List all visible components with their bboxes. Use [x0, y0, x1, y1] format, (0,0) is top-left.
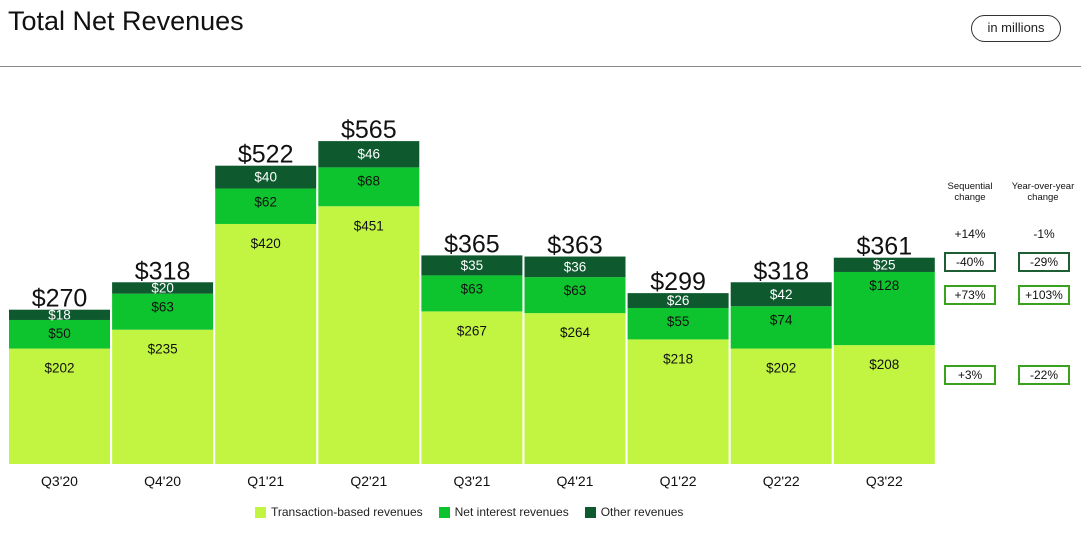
bar-segment-other — [9, 309, 110, 320]
x-tick-label: Q1'22 — [660, 473, 697, 489]
bar-total-label: $522 — [238, 141, 294, 169]
legend-label-net-interest: Net interest revenues — [454, 505, 569, 519]
unit-badge: in millions — [971, 15, 1061, 42]
bar-segment-transaction — [421, 311, 523, 464]
bar-segment-net-interest — [421, 275, 523, 312]
legend-item-other: Other revenues — [584, 505, 684, 519]
x-tick-label: Q3'20 — [41, 473, 78, 489]
bar-segment-transaction — [833, 345, 935, 464]
x-tick-label: Q2'21 — [350, 473, 387, 489]
bar-segment-transaction — [627, 339, 729, 464]
bar-segment-net-interest — [833, 271, 935, 346]
legend-swatch-transaction — [255, 506, 266, 518]
segment-label-net-interest: $50 — [48, 326, 71, 341]
chart-legend: Transaction-based revenues Net interest … — [255, 505, 683, 519]
segment-label-transaction: $202 — [44, 361, 74, 376]
other-yoy-change: -29% — [1018, 252, 1070, 272]
x-tick-label: Q3'21 — [453, 473, 490, 489]
x-tick-label: Q1'21 — [247, 473, 284, 489]
segment-label-net-interest: $55 — [667, 314, 690, 329]
bar-total-label: $318 — [135, 257, 191, 285]
transaction-yoy-change: -22% — [1018, 365, 1070, 385]
bar-segment-net-interest — [9, 319, 110, 349]
segment-label-transaction: $264 — [560, 325, 591, 340]
bar-segment-net-interest — [112, 293, 214, 330]
bar-segment-transaction — [730, 348, 832, 464]
yoy-change-header: Year-over-year change — [1011, 181, 1075, 203]
bar-segment-net-interest — [318, 167, 420, 207]
segment-label-net-interest: $74 — [770, 312, 793, 327]
total-sequential-change: +14% — [954, 227, 986, 241]
segment-label-other: $18 — [48, 307, 71, 322]
legend-label-transaction: Transaction-based revenues — [271, 505, 423, 519]
segment-label-other: $42 — [770, 287, 793, 302]
page-title: Total Net Revenues — [8, 6, 244, 36]
bar-total-label: $361 — [856, 233, 912, 261]
bar-segment-other — [215, 165, 317, 189]
net-interest-yoy-change: +103% — [1018, 285, 1070, 305]
legend-swatch-net-interest — [438, 506, 450, 518]
segment-label-other: $35 — [461, 258, 484, 273]
other-sequential-change: -40% — [944, 252, 996, 272]
segment-label-other: $20 — [151, 280, 174, 295]
bar-total-label: $565 — [341, 116, 397, 144]
x-tick-label: Q2'22 — [763, 473, 800, 489]
net-interest-sequential-change: +73% — [944, 285, 996, 305]
segment-label-net-interest: $68 — [358, 173, 381, 188]
transaction-sequential-change: +3% — [944, 365, 996, 385]
segment-label-transaction: $202 — [766, 361, 796, 376]
segment-label-transaction: $235 — [148, 342, 178, 357]
bar-total-label: $318 — [753, 257, 809, 285]
legend-swatch-other — [584, 506, 596, 518]
bar-total-label: $363 — [547, 232, 603, 260]
bar-segment-other — [112, 282, 214, 294]
segment-label-other: $25 — [873, 257, 896, 272]
title-divider — [0, 66, 1081, 67]
bar-segment-net-interest — [627, 307, 729, 340]
bar-segment-other — [833, 257, 935, 272]
segment-label-other: $36 — [564, 259, 587, 274]
segment-label-transaction: $267 — [457, 323, 487, 338]
bar-total-label: $270 — [32, 285, 88, 313]
bar-segment-transaction — [215, 223, 317, 464]
bar-total-label: $299 — [650, 268, 706, 296]
x-tick-label: Q3'22 — [866, 473, 903, 489]
segment-label-net-interest: $63 — [461, 281, 484, 296]
segment-label-net-interest: $63 — [564, 283, 587, 298]
segment-label-transaction: $420 — [251, 236, 281, 251]
segment-label-other: $46 — [358, 147, 381, 162]
bar-total-label: $365 — [444, 230, 500, 258]
bar-segment-other — [524, 256, 626, 278]
segment-label-transaction: $218 — [663, 351, 693, 366]
bar-segment-net-interest — [730, 306, 832, 349]
sequential-change-header: Sequential change — [947, 181, 993, 203]
bar-segment-net-interest — [215, 188, 317, 224]
segment-label-net-interest: $62 — [254, 195, 277, 210]
bar-segment-transaction — [9, 348, 110, 464]
segment-label-other: $40 — [254, 170, 277, 185]
bar-segment-transaction — [318, 206, 420, 465]
bar-segment-other — [421, 255, 523, 276]
segment-label-other: $26 — [667, 293, 690, 308]
total-yoy-change: -1% — [1033, 227, 1055, 241]
legend-label-other: Other revenues — [600, 505, 684, 519]
segment-label-net-interest: $128 — [869, 278, 899, 293]
bar-segment-other — [627, 293, 729, 308]
segment-label-net-interest: $63 — [151, 300, 174, 315]
legend-item-transaction: Transaction-based revenues — [255, 505, 423, 519]
x-tick-label: Q4'21 — [557, 473, 594, 489]
x-tick-label: Q4'20 — [144, 473, 181, 489]
bar-segment-transaction — [112, 329, 214, 464]
bar-segment-other — [318, 141, 420, 168]
bar-segment-net-interest — [524, 277, 626, 314]
segment-label-transaction: $208 — [869, 357, 899, 372]
legend-item-net-interest: Net interest revenues — [438, 505, 569, 519]
bar-segment-transaction — [524, 313, 626, 464]
bar-segment-other — [730, 282, 832, 307]
segment-label-transaction: $451 — [354, 218, 384, 233]
